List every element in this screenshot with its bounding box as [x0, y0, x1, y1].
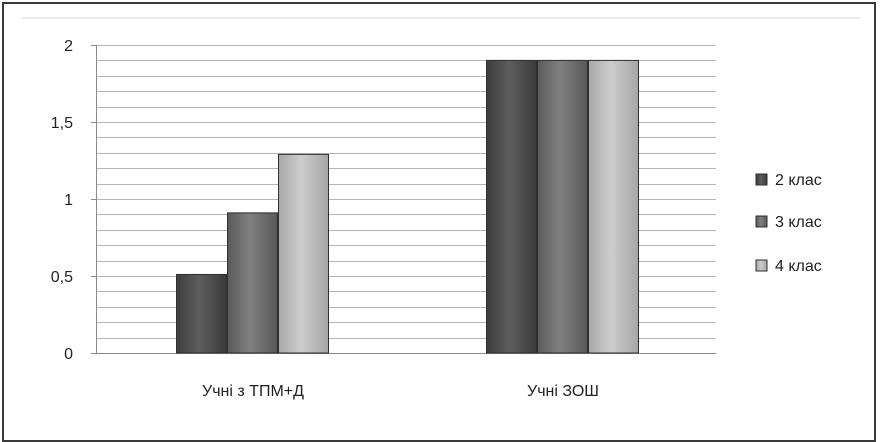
x-category-label: Учні ЗОШ [527, 383, 599, 400]
bar [176, 273, 227, 354]
legend-swatch [755, 215, 768, 228]
bars [176, 59, 639, 354]
legend-label: 2 клас [775, 172, 822, 189]
bar-chart: 0 0,5 1 1,5 2 Учні з ТПМ+Д Учні ЗОШ 2 клас 3 к… [22, 17, 860, 400]
y-tick-label: 1,5 [51, 115, 73, 132]
x-axis-categories: Учні з ТПМ+Д Учні ЗОШ [202, 383, 599, 400]
y-tick-label: 0,5 [51, 269, 73, 286]
x-category-label: Учні з ТПМ+Д [202, 383, 304, 400]
legend-label: 3 клас [775, 214, 822, 231]
bar [278, 153, 329, 354]
bar [537, 59, 588, 354]
bar [486, 59, 537, 354]
y-axis-ticks: 0 0,5 1 1,5 2 [51, 38, 96, 363]
y-tick-label: 0 [64, 346, 73, 363]
bar [588, 59, 639, 354]
legend: 2 клас 3 клас 4 клас [755, 172, 822, 275]
y-tick-label: 1 [64, 192, 73, 209]
legend-swatch [755, 173, 768, 186]
legend-swatch [755, 259, 768, 272]
y-tick-label: 2 [64, 38, 73, 55]
legend-label: 4 клас [775, 258, 822, 275]
bar [227, 212, 278, 354]
